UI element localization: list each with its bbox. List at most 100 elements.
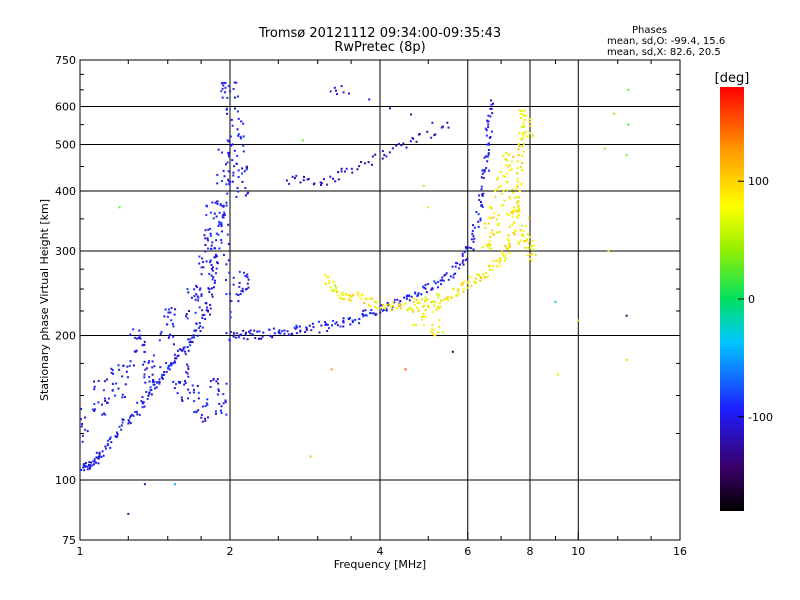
- x-mode-spread-point: [483, 222, 486, 225]
- o-mode-spread-point: [143, 340, 146, 343]
- o-mode-point: [84, 462, 87, 464]
- o-mode-spread-point: [235, 81, 238, 84]
- x-mode-point: [330, 288, 333, 291]
- o-mode-spread-point: [236, 128, 239, 131]
- x-mode-spread-point: [528, 120, 531, 123]
- o-mode-point: [227, 243, 230, 246]
- o-mode-spread-point: [238, 285, 241, 288]
- x-tick-label: 4: [377, 545, 384, 558]
- o-mode-spread-point: [217, 382, 220, 385]
- o-mode-spread-point: [220, 409, 222, 412]
- o-mode-point: [90, 461, 92, 464]
- o-mode-point: [461, 252, 464, 255]
- x-mode-point: [427, 306, 430, 309]
- o-mode-spread-point: [204, 405, 207, 408]
- x-mode-point: [521, 154, 524, 157]
- o-mode-point: [335, 321, 338, 324]
- o-mode-point: [380, 304, 383, 307]
- x-mode-spread-point: [526, 233, 529, 235]
- o-mode-spread-point: [231, 180, 234, 183]
- o-mode-point: [161, 373, 163, 376]
- x-mode-point: [474, 281, 477, 283]
- x-mode-point: [521, 168, 524, 171]
- o-mode-spread-point: [243, 170, 246, 173]
- x-mode-spread-point: [434, 334, 437, 337]
- o-mode-point: [247, 330, 250, 333]
- x-mode-point: [357, 294, 360, 297]
- o-mode-point: [486, 119, 489, 122]
- x-mode-point: [520, 182, 523, 185]
- x-mode-point: [486, 275, 489, 278]
- o-mode-spread-point: [212, 217, 215, 220]
- x-mode-spread-point: [517, 214, 520, 216]
- o-mode-point: [379, 311, 382, 314]
- x-mode-point: [345, 293, 348, 296]
- o-mode-point: [209, 313, 211, 316]
- o-mode-point: [211, 287, 213, 290]
- x-mode-point: [516, 202, 518, 205]
- x-mode-point: [432, 301, 434, 303]
- x-mode-spread-point: [438, 307, 441, 310]
- o-mode-point: [455, 261, 457, 264]
- x-mode-point: [507, 234, 510, 237]
- o-mode-point: [213, 286, 215, 289]
- o-mode-point: [153, 380, 156, 383]
- x-mode-point: [329, 286, 332, 289]
- o-mode-spread-point: [142, 363, 145, 366]
- x-mode-point: [373, 300, 376, 303]
- upper-layer-point: [344, 170, 346, 173]
- o-mode-spread-point: [117, 387, 120, 390]
- x-mode-spread-point: [421, 298, 424, 301]
- o-mode-point: [463, 251, 466, 254]
- o-mode-spread-point: [93, 408, 96, 411]
- o-mode-spread-point: [209, 227, 212, 230]
- x-mode-point: [523, 124, 526, 127]
- x-mode-spread-point: [510, 168, 513, 171]
- o-mode-point: [475, 211, 478, 213]
- o-mode-point: [161, 376, 163, 379]
- o-mode-point: [349, 317, 351, 320]
- o-mode-point: [226, 233, 229, 236]
- x-mode-point: [457, 293, 460, 296]
- o-mode-point: [472, 235, 475, 238]
- o-mode-point: [461, 254, 464, 257]
- x-mode-point: [385, 304, 388, 306]
- upper-layer-point: [430, 136, 433, 139]
- x-mode-point: [517, 160, 519, 163]
- x-mode-point: [410, 308, 412, 311]
- o-mode-point: [183, 350, 186, 353]
- o-mode-spread-point: [97, 379, 100, 382]
- o-mode-point: [249, 332, 252, 335]
- o-mode-point: [214, 279, 216, 282]
- o-mode-spread-point: [101, 403, 103, 406]
- y-tick-label: 300: [55, 245, 76, 258]
- o-mode-point: [385, 309, 388, 312]
- x-mode-spread-point: [529, 236, 532, 239]
- upper-layer-point: [334, 180, 337, 183]
- o-mode-point: [174, 361, 177, 364]
- upper-layer-point: [334, 89, 337, 92]
- x-mode-spread-point: [496, 224, 499, 227]
- o-mode-point: [487, 142, 490, 145]
- x-mode-point: [467, 280, 470, 283]
- x-mode-spread-point: [534, 253, 537, 256]
- o-mode-spread-point: [152, 354, 155, 357]
- o-mode-spread-point: [81, 434, 84, 437]
- o-mode-spread-point: [148, 360, 151, 363]
- o-mode-point: [226, 192, 229, 195]
- o-mode-spread-point: [80, 407, 83, 410]
- o-mode-spread-point: [118, 368, 121, 371]
- x-mode-spread-point: [497, 176, 500, 179]
- o-mode-point: [220, 241, 223, 244]
- o-mode-point: [273, 332, 276, 335]
- x-mode-spread-point: [512, 191, 515, 194]
- o-mode-point: [223, 213, 226, 216]
- o-mode-spread-point: [169, 311, 172, 314]
- upper-layer-point: [299, 181, 302, 184]
- noise-point: [143, 483, 146, 486]
- o-mode-point: [142, 401, 145, 404]
- o-mode-point: [281, 330, 284, 333]
- o-mode-point: [153, 383, 156, 386]
- upper-layer-point: [295, 174, 298, 177]
- o-mode-point: [195, 322, 198, 325]
